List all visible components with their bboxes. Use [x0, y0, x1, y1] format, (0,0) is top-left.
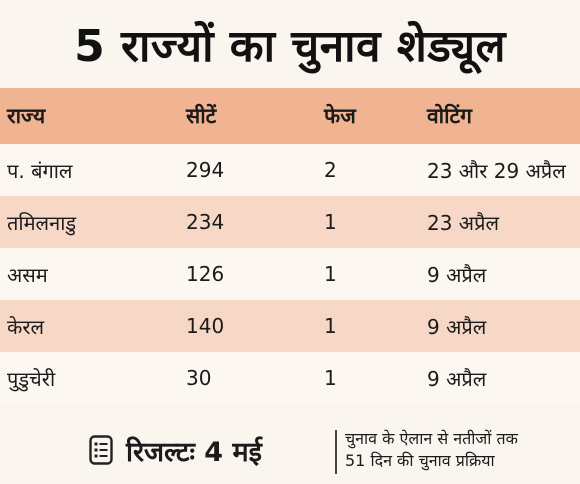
table-row: पुडुचेरी 30 1 9 अप्रैल	[0, 352, 580, 404]
state-cell: प. बंगाल	[7, 158, 73, 183]
result-footer: रिजल्टः 4 मई चुनाव के ऐलान से नतीजों तक …	[0, 418, 580, 484]
table-row: तमिलनाडु 234 1 23 अप्रैल	[0, 196, 580, 248]
list-icon	[89, 435, 113, 465]
voting-cell: 23 अप्रैल	[427, 210, 500, 235]
note-line-2: 51 दिन की चुनाव प्रक्रिया	[345, 451, 495, 470]
phases-cell: 1	[324, 262, 337, 286]
phases-cell: 1	[324, 314, 337, 338]
header-phases: फेज	[324, 104, 356, 128]
header-voting: वोटिंग	[427, 104, 472, 128]
state-cell: केरल	[7, 314, 45, 339]
seats-cell: 294	[186, 158, 225, 182]
process-note: चुनाव के ऐलान से नतीजों तक 51 दिन की चुन…	[345, 428, 518, 472]
state-cell: असम	[7, 262, 48, 287]
header-seats: सीटें	[186, 104, 217, 128]
voting-cell: 9 अप्रैल	[427, 366, 487, 391]
note-line-1: चुनाव के ऐलान से नतीजों तक	[345, 429, 518, 448]
seats-cell: 234	[186, 210, 225, 234]
voting-cell: 23 और 29 अप्रैल	[427, 158, 566, 183]
seats-cell: 30	[186, 366, 212, 390]
voting-cell: 9 अप्रैल	[427, 262, 487, 287]
state-cell: तमिलनाडु	[7, 210, 77, 235]
phases-cell: 2	[324, 158, 337, 182]
schedule-table: राज्य सीटें फेज वोटिंग प. बंगाल 294 2 23…	[0, 88, 580, 404]
state-cell: पुडुचेरी	[7, 366, 56, 391]
table-row: प. बंगाल 294 2 23 और 29 अप्रैल	[0, 144, 580, 196]
phases-cell: 1	[324, 366, 337, 390]
header-state: राज्य	[7, 104, 46, 128]
seats-cell: 126	[186, 262, 225, 286]
table-row: असम 126 1 9 अप्रैल	[0, 248, 580, 300]
table-header-row: राज्य सीटें फेज वोटिंग	[0, 88, 580, 144]
page-title: 5 राज्यों का चुनाव शेड्यूल	[74, 21, 506, 72]
seats-cell: 140	[186, 314, 225, 338]
footer-divider	[335, 430, 337, 474]
voting-cell: 9 अप्रैल	[427, 314, 487, 339]
phases-cell: 1	[324, 210, 337, 234]
table-row: केरल 140 1 9 अप्रैल	[0, 300, 580, 352]
result-date: रिजल्टः 4 मई	[126, 437, 262, 468]
